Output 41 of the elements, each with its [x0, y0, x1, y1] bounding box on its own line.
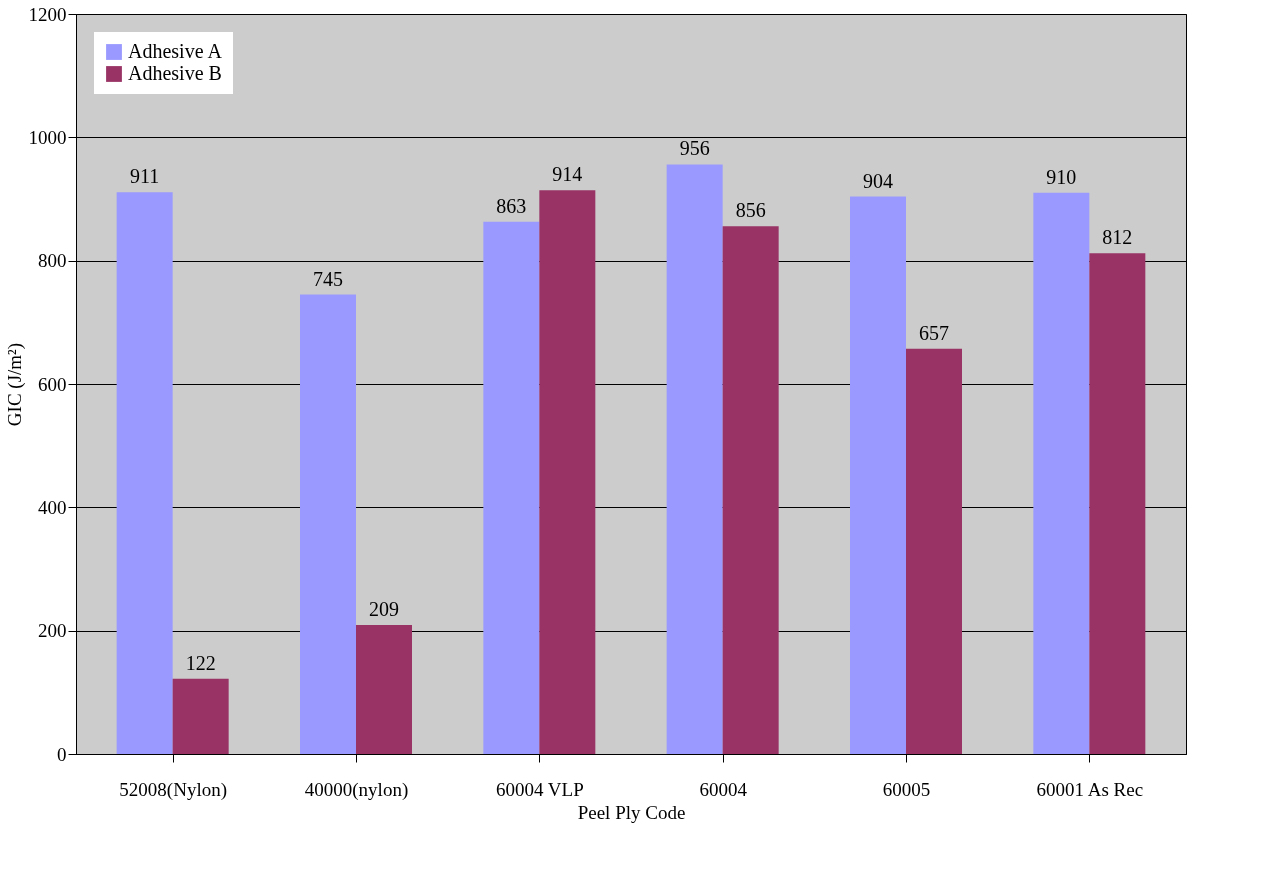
bar	[356, 625, 412, 754]
x-tick-label: 60004	[699, 778, 748, 800]
y-tick-label: 0	[57, 743, 67, 765]
x-tick-label: 52008(Nylon)	[119, 778, 227, 801]
legend-label: Adhesive A	[128, 40, 223, 62]
data-label: 914	[552, 163, 583, 186]
y-tick-label: 400	[38, 496, 67, 518]
y-axis-title: GIC (J/m²)	[3, 342, 26, 427]
bar	[666, 164, 723, 754]
y-tick-label: 800	[38, 250, 67, 272]
data-label: 856	[735, 199, 766, 222]
bar	[850, 196, 906, 754]
data-label: 745	[313, 267, 343, 290]
x-tick-label: 60001 As Rec	[1036, 778, 1144, 800]
x-tick-label: 60004 VLP	[495, 778, 584, 800]
bar	[1033, 192, 1090, 754]
bar	[906, 348, 962, 754]
x-axis-title: Peel Ply Code	[577, 801, 686, 823]
y-tick-label: 1200	[28, 3, 67, 25]
bar	[539, 190, 596, 754]
bar	[483, 221, 540, 754]
y-tick-label: 600	[38, 373, 67, 395]
data-label: 863	[496, 194, 527, 217]
bar	[300, 294, 356, 754]
bar	[172, 678, 229, 754]
data-label: 657	[919, 321, 949, 344]
bar	[1089, 253, 1146, 754]
data-label: 904	[863, 169, 893, 192]
data-label: 910	[1046, 165, 1077, 188]
x-tick-label: 60005	[882, 778, 931, 800]
data-label: 911	[130, 165, 160, 188]
y-tick-label: 200	[38, 620, 67, 642]
data-label: 956	[679, 137, 710, 160]
legend-label: Adhesive B	[128, 62, 222, 84]
data-label: 812	[1102, 226, 1133, 249]
data-label: 122	[185, 651, 216, 674]
bar	[722, 226, 779, 754]
bar	[116, 192, 173, 754]
data-label: 209	[369, 598, 399, 621]
x-tick-label: 40000(nylon)	[304, 778, 409, 801]
y-tick-label: 1000	[28, 126, 67, 148]
